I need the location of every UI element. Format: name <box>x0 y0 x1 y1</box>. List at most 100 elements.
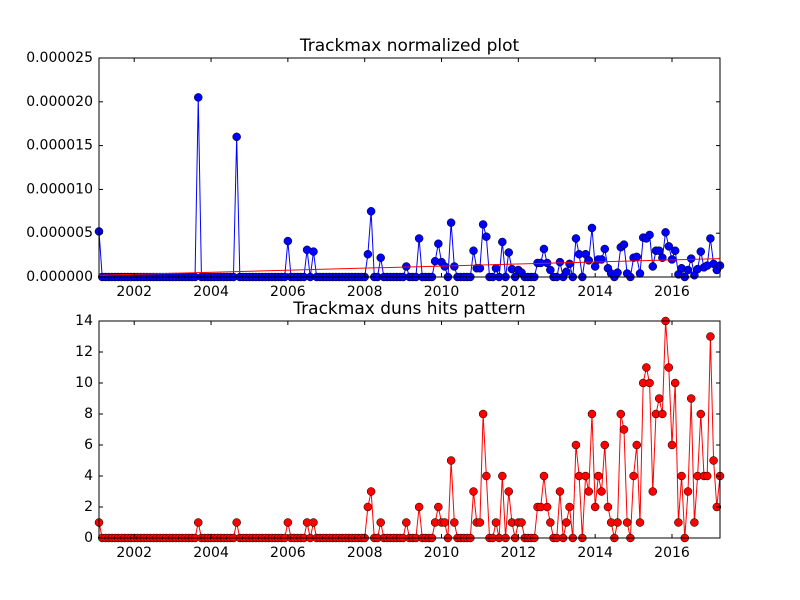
marker <box>654 394 664 403</box>
marker <box>670 246 680 255</box>
x-tick-label: 2012 <box>501 545 537 561</box>
marker <box>491 518 501 527</box>
marker <box>446 218 456 227</box>
y-tick-label: 0.000020 <box>26 94 93 110</box>
x-tick-label: 2006 <box>270 284 306 300</box>
marker <box>450 518 459 527</box>
x-tick-label: 2010 <box>424 545 460 561</box>
marker <box>475 518 485 527</box>
marker <box>366 207 376 216</box>
y-tick-label: 2 <box>84 499 93 515</box>
y-tick-label: 0.000010 <box>26 181 93 197</box>
marker <box>702 471 712 481</box>
marker <box>434 502 443 512</box>
marker <box>402 518 411 527</box>
marker <box>482 232 491 241</box>
marker <box>696 247 706 256</box>
marker <box>654 246 664 255</box>
marker <box>434 239 443 248</box>
marker <box>469 487 478 496</box>
marker <box>629 471 638 481</box>
marker <box>555 487 565 496</box>
marker <box>590 502 600 512</box>
x-tick-label: 2016 <box>654 284 690 300</box>
y-tick-label: 6 <box>84 437 93 453</box>
marker <box>440 518 449 527</box>
series-line <box>98 97 721 279</box>
marker <box>635 269 645 278</box>
marker <box>555 257 565 267</box>
y-tick-label: 10 <box>75 375 93 391</box>
marker <box>645 230 654 240</box>
x-tick-label: 2012 <box>501 284 537 300</box>
x-tick-label: 2008 <box>347 284 383 300</box>
marker <box>194 518 203 527</box>
marker <box>571 440 581 450</box>
marker <box>414 502 424 512</box>
marker <box>690 518 699 527</box>
marker <box>283 236 293 246</box>
marker <box>664 242 674 251</box>
marker <box>504 487 513 496</box>
marker <box>571 234 581 243</box>
marker <box>450 262 459 271</box>
x-tick-label: 2004 <box>193 284 229 300</box>
marker <box>613 518 622 527</box>
x-tick-label: 2014 <box>577 545 613 561</box>
marker <box>376 253 385 262</box>
marker <box>446 456 456 465</box>
marker <box>366 487 376 496</box>
plot-area <box>94 316 725 543</box>
marker <box>584 256 593 265</box>
marker <box>565 259 574 269</box>
marker <box>632 252 642 262</box>
marker <box>613 268 622 277</box>
x-tick-label: 2010 <box>424 284 460 300</box>
x-tick-label: 2002 <box>116 284 152 300</box>
y-tick-label: 0.000000 <box>26 269 93 285</box>
marker <box>619 240 629 249</box>
marker <box>478 220 488 229</box>
x-tick-label: 2016 <box>654 545 690 561</box>
marker <box>619 425 629 434</box>
marker <box>283 518 293 527</box>
marker <box>587 409 597 419</box>
marker <box>498 237 507 247</box>
marker <box>674 518 683 527</box>
marker <box>363 502 373 512</box>
marker <box>683 265 693 275</box>
marker <box>661 228 670 237</box>
x-tick-label: 2004 <box>193 545 229 561</box>
marker <box>562 518 571 527</box>
marker <box>469 246 478 255</box>
marker <box>658 409 667 419</box>
marker <box>706 234 715 243</box>
marker <box>642 363 651 372</box>
y-tick-label: 14 <box>75 313 93 329</box>
marker <box>539 471 549 481</box>
x-tick-label: 2014 <box>577 284 613 300</box>
marker <box>667 440 677 450</box>
marker <box>546 265 555 275</box>
marker <box>309 518 318 527</box>
marker <box>648 487 658 496</box>
marker <box>517 518 526 527</box>
y-tick-label: 0.000025 <box>26 50 93 66</box>
marker <box>491 263 501 273</box>
x-tick-label: 2008 <box>347 545 383 561</box>
chart-title: Trackmax normalized plot <box>299 36 520 56</box>
marker <box>600 244 610 254</box>
marker <box>363 249 373 259</box>
marker <box>565 502 574 512</box>
marker <box>581 471 590 481</box>
y-tick-label: 0.000005 <box>26 225 93 241</box>
marker <box>664 363 674 372</box>
marker <box>562 267 571 276</box>
marker <box>539 244 549 254</box>
marker <box>709 456 718 465</box>
marker <box>376 518 385 527</box>
marker <box>622 518 632 527</box>
marker <box>706 332 715 341</box>
marker <box>632 440 642 450</box>
